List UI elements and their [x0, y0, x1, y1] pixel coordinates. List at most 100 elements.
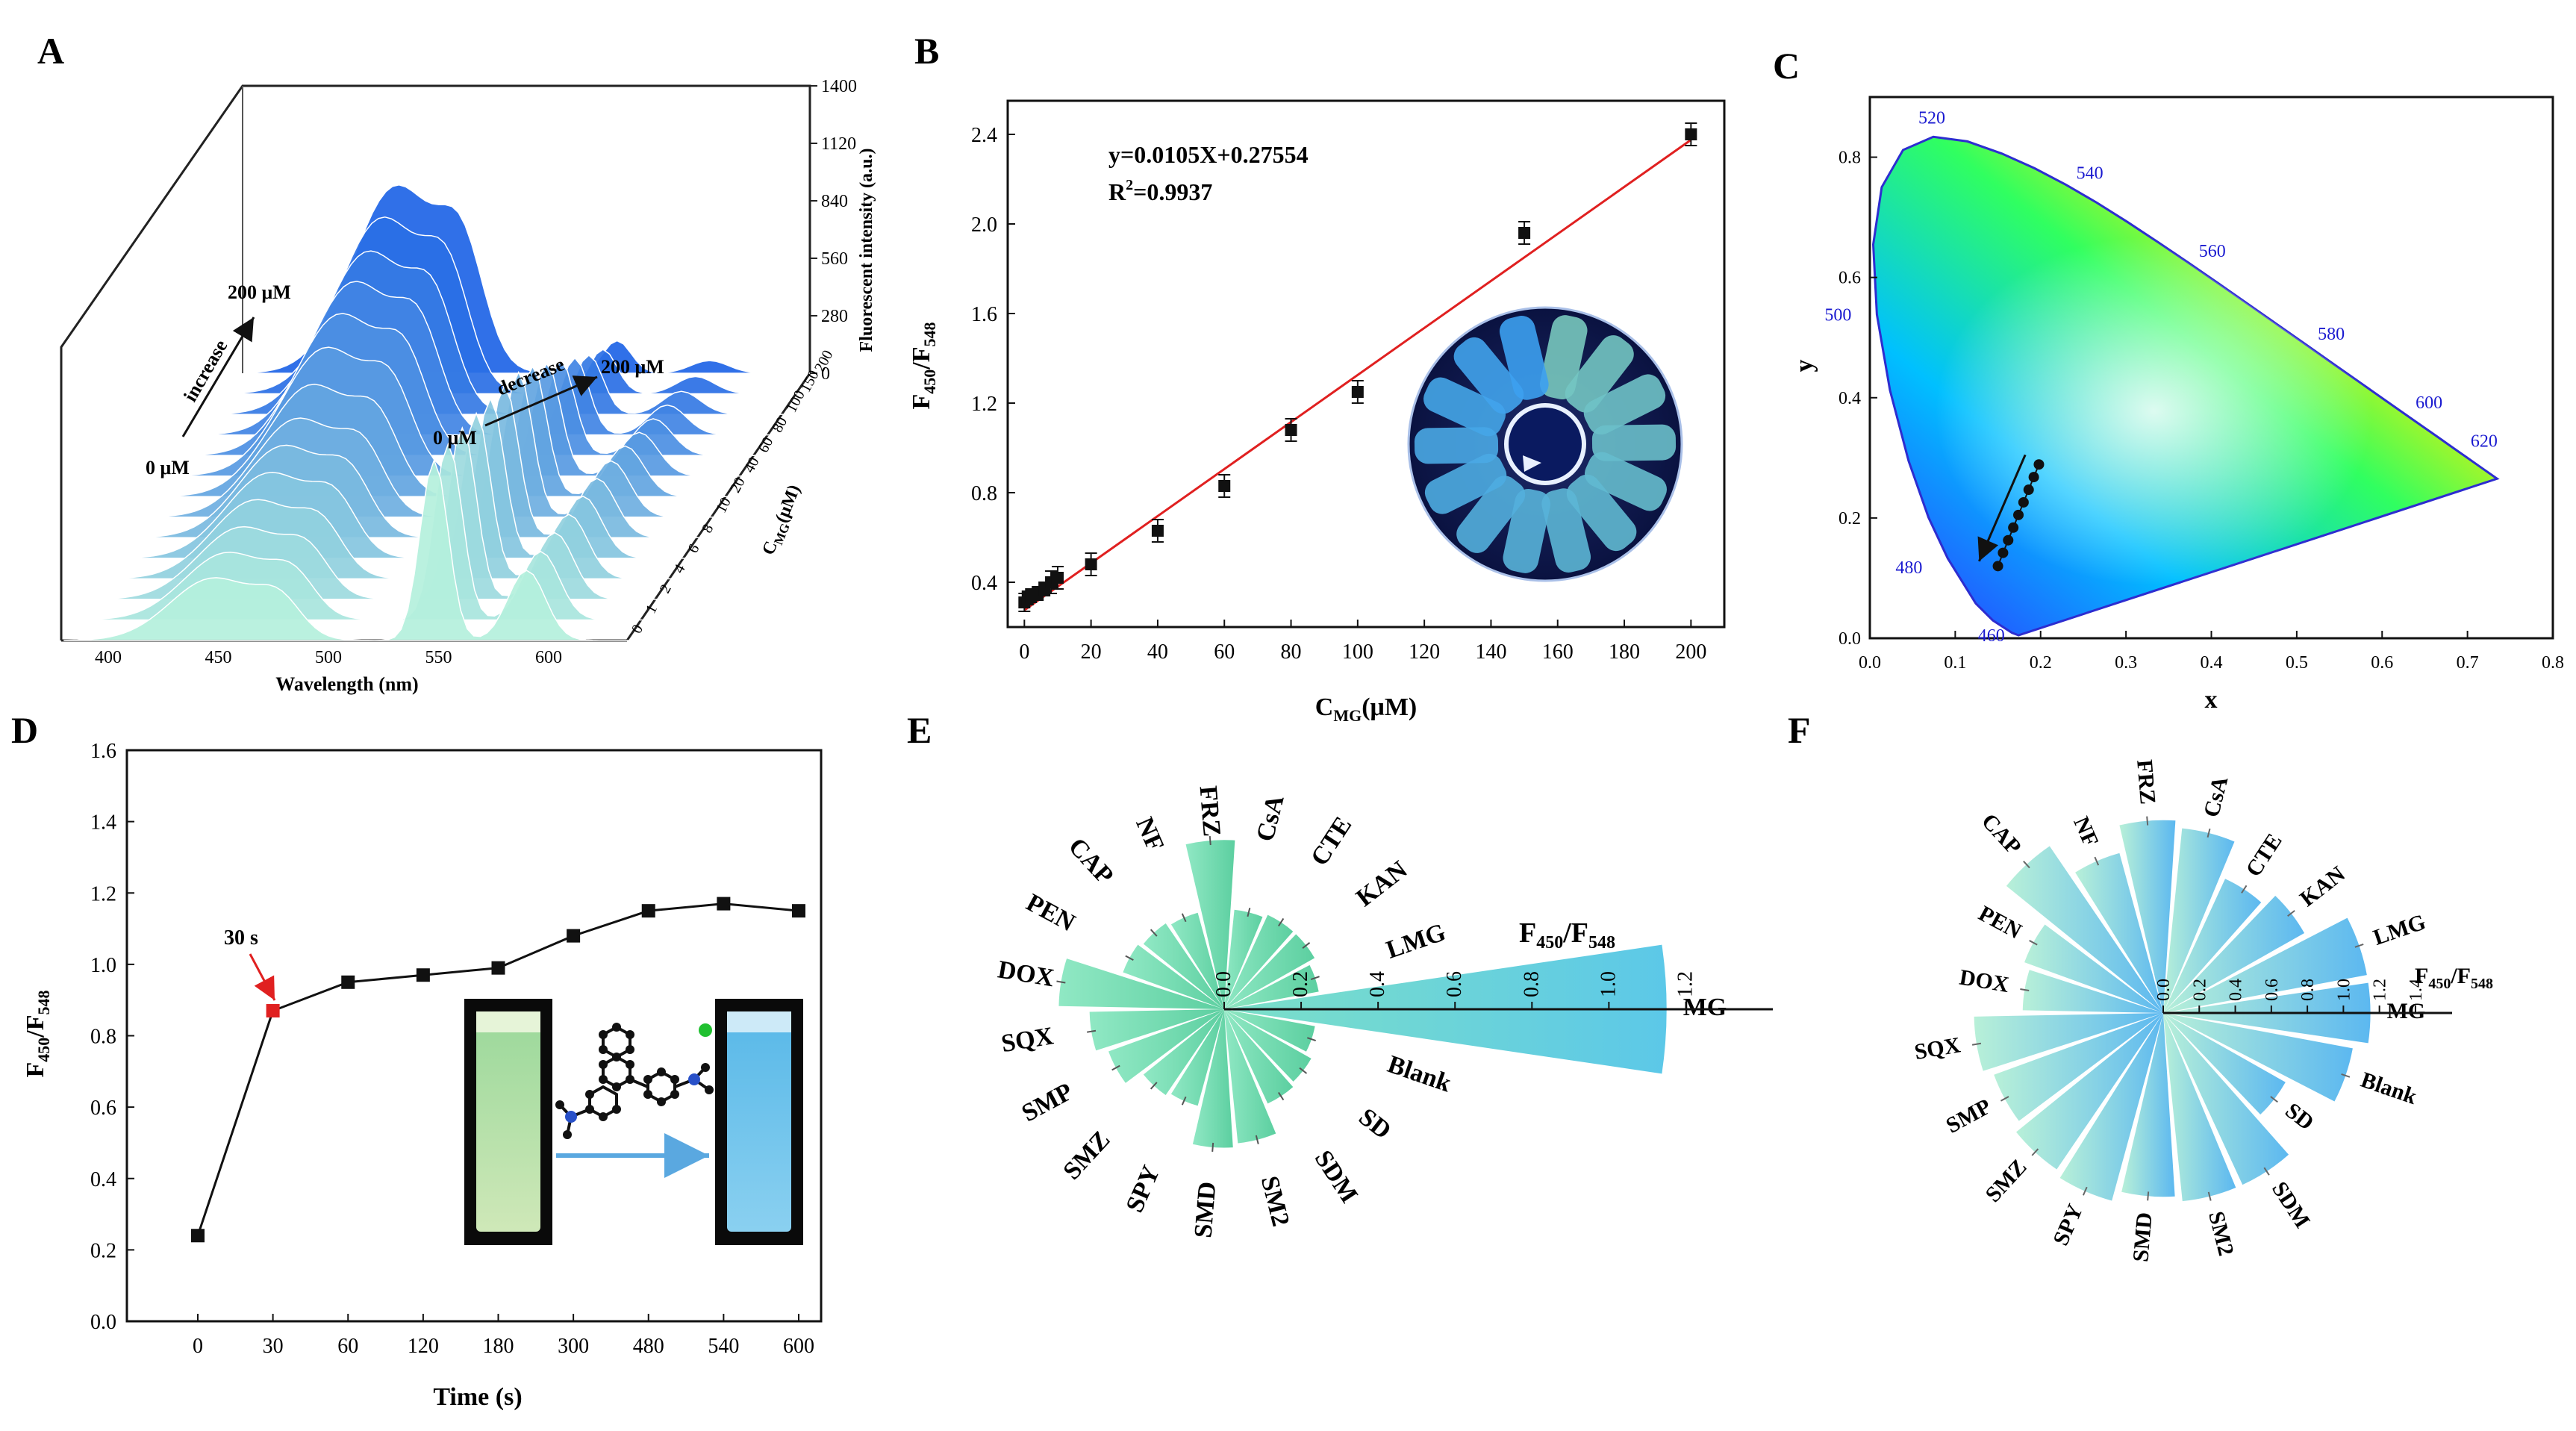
panel-d-x-tick: 0 [193, 1335, 203, 1358]
panel-a-z-label: Fluorescent intensity (a.u.) [857, 149, 876, 352]
panel-a-z-tick: 1400 [821, 77, 857, 96]
label-frz: FRZ [2132, 758, 2160, 805]
panel-c-y-tick: 0.4 [1839, 389, 1861, 408]
photo-tube [1591, 424, 1677, 461]
photo-tube [1584, 452, 1667, 511]
bar-error-dox [2020, 988, 2030, 991]
increase-arrow [181, 317, 255, 437]
panel-a-x-tick: 400 [95, 648, 122, 667]
panel-c-shift-arrow [1977, 454, 2027, 562]
bar-error-pen [1125, 955, 1134, 961]
bar-error-smz [1150, 1082, 1158, 1090]
panel-label-b: B [914, 30, 939, 72]
photo-tube [1565, 335, 1634, 413]
radial-tick: 1.4 [2407, 979, 2426, 1001]
label-smp: SMP [1942, 1094, 1995, 1138]
panel-a-x-tick: 450 [205, 648, 232, 667]
panel-c-x-tick: 0.7 [2457, 653, 2479, 673]
label-sm2: SM2 [1256, 1173, 1295, 1229]
label-spy: SPY [2048, 1200, 2088, 1249]
annotation-0um-right: 0 μM [433, 427, 477, 449]
bar-dox [1058, 958, 1224, 1009]
radial-tick: 1.2 [1674, 971, 1697, 997]
panel-a-x-label: Wavelength (nm) [275, 673, 418, 695]
bar-smz [1143, 1009, 1224, 1096]
panel-c-wavelength-label: 540 [2077, 163, 2103, 183]
panel-d-x-tick: 30 [263, 1335, 284, 1358]
label-blank: Blank [2358, 1067, 2421, 1109]
label-sd: SD [2280, 1098, 2318, 1135]
panel-c-x-tick: 0.4 [2201, 653, 2223, 673]
panel-b-point [1151, 525, 1164, 537]
panel-c-wavelength-label: 500 [1824, 305, 1851, 325]
bar-cte [2163, 879, 2262, 1013]
label-cte: CTE [1306, 812, 1357, 871]
bar-cap [2006, 846, 2163, 1013]
label-spy: SPY [1121, 1162, 1166, 1217]
panel-a-waterfall-chart: 400 450 500 550 600 Wavelength (nm) 0 280 560 8… [60, 77, 876, 695]
bar-error-lmg [2354, 943, 2364, 948]
panel-d-x-tick: 540 [708, 1335, 739, 1358]
bar-cte [1224, 914, 1294, 1009]
bar-error-csa [2207, 828, 2211, 838]
panel-d-annotation-arrow [249, 953, 276, 1001]
bar-error-smd [1211, 1142, 1214, 1152]
bar-error-cte [2241, 885, 2248, 894]
bar-smd [2121, 1013, 2175, 1197]
bar-smp [1108, 1009, 1224, 1083]
panel-b-y-label: F450/F548 [908, 322, 939, 409]
panel-b-point [1051, 572, 1064, 584]
photo-tube [1423, 377, 1506, 437]
panel-c-y-tick: 0.0 [1839, 629, 1861, 649]
panel-b-y-tick: 1.6 [971, 303, 997, 326]
panel-b-x-tick: 40 [1147, 640, 1168, 664]
panel-a-z-tick: 840 [821, 192, 848, 211]
panel-d-inset [464, 999, 803, 1245]
bar-error-lmg [1310, 976, 1320, 981]
radial-tick: 0.2 [1289, 971, 1312, 997]
bar-error-sm2 [2207, 1191, 2212, 1201]
panel-b-y-tick: 2.4 [971, 124, 997, 147]
panel-b-fit-line [1023, 139, 1692, 611]
panel-c-trend-line [1997, 464, 2040, 567]
panel-d-x-tick: 60 [337, 1335, 358, 1358]
panel-c-x-tick: 0.6 [2371, 653, 2393, 673]
bar-error-csa [1247, 908, 1251, 917]
bar-kan [2163, 896, 2305, 1013]
label-smd: SMD [2128, 1212, 2156, 1263]
panel-c-x-tick: 0.3 [2115, 653, 2137, 673]
panel-d-point [191, 1229, 205, 1243]
annotation-0um-left: 0 μM [146, 457, 190, 478]
bar-error-blank [1306, 1037, 1316, 1042]
panel-d-y-tick: 1.6 [90, 740, 116, 763]
panel-label-d: D [11, 709, 38, 751]
bar-sdm [2163, 1013, 2289, 1185]
panel-a-depth-tick: 60 [755, 434, 777, 455]
panel-c-wavelength-label: 620 [2471, 432, 2498, 452]
label-sdm: SDM [2267, 1177, 2315, 1232]
panel-a-spectra [63, 184, 842, 641]
panel-b-point [1218, 480, 1231, 492]
panel-b-point [1685, 128, 1697, 140]
photo-tube [1456, 476, 1526, 553]
bar-error-nf [2094, 856, 2100, 866]
panel-d-point [641, 904, 655, 918]
bar-csa [2163, 828, 2235, 1013]
label-smp: SMP [1017, 1078, 1078, 1128]
bar-error-nf [1181, 913, 1187, 923]
panel-b-y-tick: 0.8 [971, 482, 997, 505]
panel-c-wavelength-label: 580 [2318, 325, 2345, 344]
bar-lmg [1224, 964, 1319, 1009]
bar-error-pen [2029, 940, 2038, 946]
photo-tubes [1414, 315, 1677, 573]
panel-d-point [416, 968, 430, 982]
radial-tick: 0.4 [1366, 971, 1389, 997]
panel-d-y-tick: 0.8 [90, 1026, 116, 1049]
panel-c-points [1992, 459, 2045, 572]
label-kan: KAN [2295, 861, 2350, 911]
bar-error-cap [1150, 929, 1158, 937]
bar-error-spy [2082, 1186, 2088, 1196]
panel-d-x-tick: 480 [633, 1335, 664, 1358]
panel-b-points [1018, 122, 1697, 612]
